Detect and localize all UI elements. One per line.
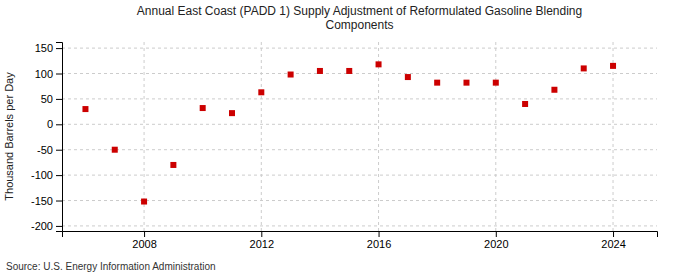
grid-line xyxy=(62,73,657,74)
grid-line xyxy=(62,98,657,99)
tick-mark xyxy=(613,231,614,237)
tick: -150 xyxy=(31,195,62,207)
point xyxy=(141,199,147,205)
tick: 2024 xyxy=(601,231,625,250)
tick: 0 xyxy=(47,118,62,130)
tick-label: 2008 xyxy=(132,238,156,250)
grid xyxy=(62,42,657,231)
tick-mark xyxy=(56,74,62,75)
grid-line xyxy=(62,175,657,176)
point xyxy=(200,105,206,111)
point xyxy=(551,87,557,93)
annotation: Source: U.S. Energy Information Administ… xyxy=(6,261,216,272)
tick: 2020 xyxy=(484,231,508,250)
axis-line xyxy=(56,43,63,232)
tick-label: -50 xyxy=(37,144,53,156)
grid-line xyxy=(62,225,657,226)
tick-mark xyxy=(56,175,62,176)
tick-label: 150 xyxy=(35,42,53,54)
tick-mark xyxy=(56,124,62,125)
tick-label: -100 xyxy=(31,169,53,181)
point xyxy=(405,74,411,80)
tick-mark xyxy=(261,231,262,237)
grid-line xyxy=(62,48,657,49)
point xyxy=(522,101,528,107)
point xyxy=(288,72,294,78)
tick-label: 2024 xyxy=(601,238,625,250)
tick-label: 2012 xyxy=(250,238,274,250)
x-axis: 2008 2012 2016 2020 2024 xyxy=(63,231,658,250)
tick: -50 xyxy=(37,144,62,156)
tick: -200 xyxy=(31,220,62,232)
grid-line xyxy=(261,42,262,231)
grid-line xyxy=(378,42,379,231)
point xyxy=(434,80,440,86)
tick-mark xyxy=(144,231,145,237)
tick: 2016 xyxy=(367,231,391,250)
point xyxy=(376,61,382,67)
tick: -100 xyxy=(31,169,62,181)
tick-label: 100 xyxy=(35,68,53,80)
point xyxy=(346,68,352,74)
grid-line xyxy=(62,149,657,150)
tick-mark xyxy=(56,226,62,227)
point xyxy=(493,80,499,86)
tick-label: 50 xyxy=(41,93,53,105)
tick-label: 2020 xyxy=(484,238,508,250)
tick: 50 xyxy=(41,93,62,105)
point xyxy=(170,162,176,168)
point xyxy=(112,147,118,153)
tick-mark xyxy=(496,231,497,237)
point xyxy=(610,63,616,69)
point xyxy=(258,89,264,95)
tick: 150 xyxy=(35,42,62,54)
tick-label: 0 xyxy=(47,118,53,130)
point xyxy=(229,110,235,116)
tick-mark xyxy=(56,201,62,202)
title: Annual East Coast (PADD 1) Supply Adjust… xyxy=(137,4,582,32)
point xyxy=(317,68,323,74)
grid-line xyxy=(495,42,496,231)
y-axis-label: Thousand Barrels per Day xyxy=(3,72,15,201)
tick: 2008 xyxy=(132,231,156,250)
tick-mark xyxy=(56,99,62,100)
tick-mark xyxy=(379,231,380,237)
point xyxy=(463,80,469,86)
point xyxy=(581,65,587,71)
grid-line xyxy=(62,124,657,125)
point xyxy=(82,106,88,112)
tick: 100 xyxy=(35,68,62,80)
grid-line xyxy=(613,42,614,231)
tick-label: -150 xyxy=(31,195,53,207)
tick-label: -200 xyxy=(31,220,53,232)
tick: 2012 xyxy=(250,231,274,250)
tick-mark xyxy=(56,48,62,49)
axis-line xyxy=(63,232,658,238)
plot-area: 2008 2012 2016 2020 2024 -200 -150 -100 -50 0 50 10… xyxy=(31,42,658,250)
tick-mark xyxy=(56,150,62,151)
points xyxy=(82,61,616,204)
grid-line xyxy=(62,200,657,201)
tick-label: 2016 xyxy=(367,238,391,250)
y-axis: -200 -150 -100 -50 0 50 100 150 xyxy=(31,42,63,232)
chart: 2008 2012 2016 2020 2024 -200 -150 -100 -50 0 50 10… xyxy=(0,0,675,275)
